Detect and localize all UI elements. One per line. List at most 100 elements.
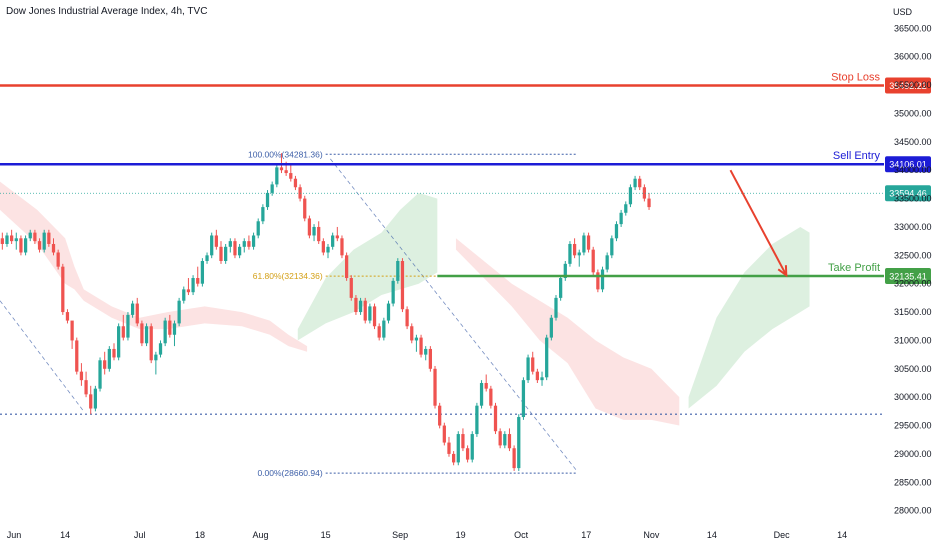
candle-body (586, 235, 591, 250)
y-tick-label: 34500.00 (894, 137, 932, 147)
candle-body (51, 243, 56, 253)
fib-level-label: 100.00%(34281.36) (248, 149, 323, 159)
candle-body (531, 357, 535, 372)
candle-body (37, 241, 42, 250)
y-tick-label: 29000.00 (894, 449, 932, 459)
candle-body (377, 326, 381, 338)
x-tick-label: Aug (253, 530, 269, 540)
price-level-badge (885, 156, 931, 173)
candle-body (638, 178, 642, 188)
candle-body (489, 388, 493, 406)
candle-body (205, 255, 209, 261)
x-tick-label: 17 (581, 530, 591, 540)
candle-body (247, 241, 251, 247)
ichimoku-cloud-bull-1 (297, 192, 438, 341)
y-tick-label: 31000.00 (894, 335, 932, 345)
candle-body (42, 232, 46, 250)
candle-body (144, 326, 149, 344)
candle-body (56, 252, 60, 267)
candle-body (312, 226, 316, 236)
candle-body (265, 192, 270, 208)
candle-body (563, 263, 567, 279)
candle-body (126, 314, 130, 338)
candle-body (121, 326, 125, 338)
chart-title: Dow Jones Industrial Average Index, 4h, … (6, 6, 208, 17)
candle-body (79, 371, 84, 381)
y-tick-label: 32500.00 (894, 250, 932, 260)
candle-body (344, 255, 349, 279)
candle-body (0, 238, 4, 244)
candle-body (163, 320, 167, 344)
price-level-badge (885, 185, 931, 202)
candle-body (610, 238, 614, 256)
candle-body (559, 278, 563, 298)
candle-body (289, 173, 293, 179)
candle-body (140, 323, 144, 344)
candle-body (279, 167, 284, 171)
candle-body (61, 266, 65, 313)
candle-body (382, 320, 386, 338)
candle-body (228, 241, 232, 247)
ichimoku-cloud-bear-1 (0, 181, 308, 352)
candle-body (507, 434, 512, 449)
x-tick-label: Jul (134, 530, 146, 540)
candle-body (363, 300, 367, 321)
candle-body (177, 300, 181, 324)
y-tick-label: 33000.00 (894, 222, 932, 232)
candle-body (284, 170, 288, 174)
candle-body (405, 309, 409, 327)
x-tick-label: 19 (456, 530, 466, 540)
candle-body (493, 405, 498, 432)
candle-body (200, 261, 205, 284)
y-tick-label: 31500.00 (894, 307, 932, 317)
y-tick-label: 32000.00 (894, 279, 932, 289)
candle-body (196, 278, 200, 284)
trend-line (330, 158, 578, 472)
candle-body (33, 232, 37, 242)
candle-body (154, 354, 158, 361)
candle-body (70, 320, 74, 341)
candle-body (582, 235, 586, 253)
candle-body (10, 235, 14, 242)
candle-body (89, 394, 93, 409)
candle-body (103, 360, 107, 369)
x-tick-label: Dec (774, 530, 791, 540)
trade-arrow-head (777, 265, 788, 278)
x-tick-label: Sep (392, 530, 408, 540)
ichimoku-cloud-bull-2 (688, 226, 810, 409)
y-tick-label: 30000.00 (894, 392, 932, 402)
candle-body (331, 235, 335, 247)
candle-body (335, 235, 339, 239)
candle-body (270, 184, 274, 193)
candle-body (135, 303, 139, 324)
price-level-value: 35492.22 (889, 81, 927, 91)
candle-body (261, 207, 265, 222)
price-level-name: Sell Entry (833, 150, 881, 162)
candle-body (237, 246, 242, 256)
candle-body (233, 241, 237, 256)
candle-body (321, 241, 325, 253)
candle-body (535, 371, 540, 381)
candle-body (456, 434, 460, 463)
candle-body (600, 269, 605, 290)
candle-body (596, 272, 600, 290)
candle-body (112, 348, 116, 358)
candle-body (98, 360, 102, 389)
candle-body (303, 198, 307, 219)
y-tick-label: 30500.00 (894, 364, 932, 374)
candle-body (47, 232, 51, 244)
candle-body (368, 306, 372, 321)
candle-body (191, 278, 195, 293)
candle-body (521, 380, 526, 418)
candle-body (414, 337, 419, 341)
x-tick-label: 14 (707, 530, 717, 540)
candle-body (93, 388, 98, 409)
candle-body (605, 255, 609, 270)
candle-body (372, 306, 377, 327)
candle-body (614, 224, 619, 239)
candle-body (251, 235, 256, 247)
candle-body (479, 382, 484, 406)
candle-body (475, 405, 479, 435)
